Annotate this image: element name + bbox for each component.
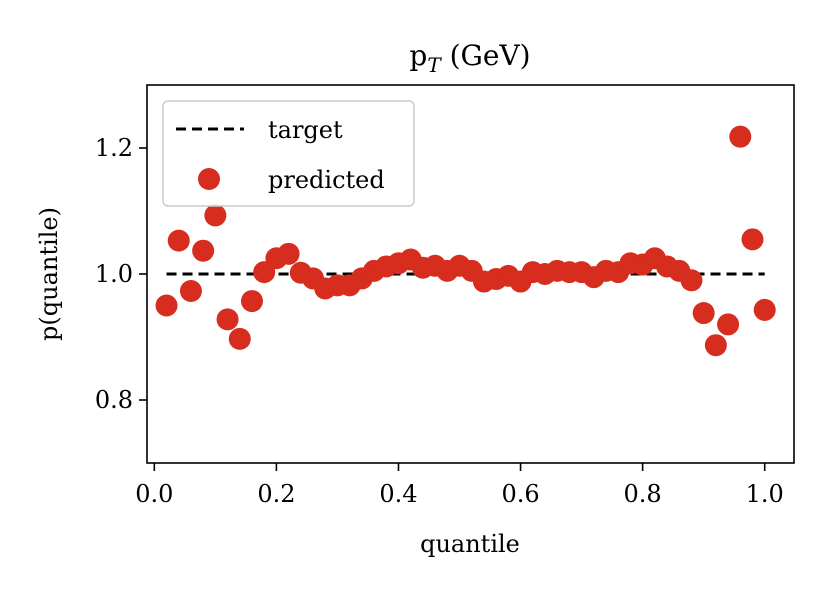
predicted-point [167,229,190,252]
legend-box [162,100,415,207]
x-axis-ticks: 0.0 0.2 0.4 0.6 0.8 1.0 [135,463,784,508]
predicted-point [717,313,740,336]
x-axis-label: quantile [420,530,520,558]
y-axis-label: p(quantile) [35,207,63,341]
x-tick-label: 0.8 [624,480,662,508]
predicted-point [240,290,263,313]
predicted-point [729,125,752,148]
x-tick-label: 1.0 [746,480,784,508]
y-tick-label: 1.0 [95,260,133,288]
x-tick-label: 0.0 [135,480,173,508]
x-tick-label: 0.4 [379,480,417,508]
predicted-point [155,294,178,317]
legend-predicted-label: predicted [268,166,385,194]
y-axis-ticks: 0.8 1.0 1.2 [95,134,147,414]
chart-title: pT (GeV) [409,39,530,77]
legend-predicted-swatch [198,168,220,190]
x-tick-label: 0.6 [501,480,539,508]
legend: target predicted [162,100,415,207]
predicted-point [692,302,715,325]
predicted-point [704,334,727,357]
predicted-point [192,239,215,262]
predicted-point [277,242,300,265]
y-tick-label: 0.8 [95,386,133,414]
plot-area [146,84,795,464]
predicted-point [741,228,764,251]
predicted-point [228,327,251,350]
predicted-point [216,308,239,331]
x-tick-label: 0.2 [257,480,295,508]
legend-target-label: target [268,116,343,144]
y-tick-label: 1.2 [95,134,133,162]
predicted-point [204,204,227,227]
predicted-point [753,298,776,321]
predicted-point [680,269,703,292]
predicted-point [179,280,202,303]
